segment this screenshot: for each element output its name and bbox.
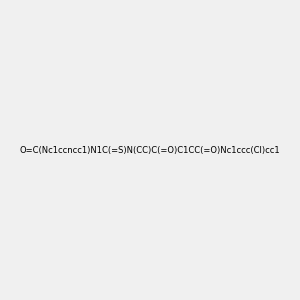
Text: O=C(Nc1ccncc1)N1C(=S)N(CC)C(=O)C1CC(=O)Nc1ccc(Cl)cc1: O=C(Nc1ccncc1)N1C(=S)N(CC)C(=O)C1CC(=O)N…: [20, 146, 280, 154]
